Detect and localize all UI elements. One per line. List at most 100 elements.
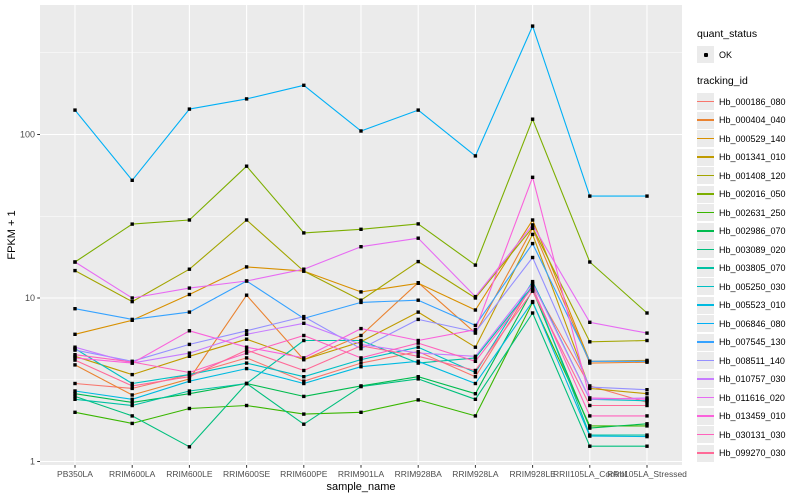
- data-point: [302, 412, 306, 416]
- data-point: [73, 260, 77, 264]
- data-point: [302, 338, 306, 343]
- data-point: [473, 354, 478, 358]
- data-point: [73, 268, 77, 273]
- data-point: [530, 279, 535, 284]
- line-key-icon: [697, 93, 714, 110]
- legend-label: Hb_000186_080: [719, 96, 786, 107]
- data-point: [645, 359, 649, 363]
- data-point: [130, 403, 134, 408]
- data-point: [359, 298, 363, 302]
- data-point: [187, 329, 192, 333]
- data-point: [588, 403, 592, 408]
- data-point: [359, 227, 363, 231]
- legend-item-Hb_000404_040: Hb_000404_040: [697, 111, 797, 129]
- data-point: [73, 358, 77, 362]
- data-point: [416, 317, 420, 322]
- data-point: [588, 426, 592, 430]
- data-point: [588, 320, 592, 324]
- data-point: [359, 300, 363, 305]
- legend-item-Hb_002631_250: Hb_002631_250: [697, 204, 797, 221]
- x-axis-title: sample_name: [326, 481, 395, 493]
- data-point: [530, 225, 535, 230]
- data-point: [359, 338, 363, 343]
- data-point: [473, 368, 478, 373]
- legend-item-ok: OK: [697, 46, 797, 63]
- data-point: [187, 267, 192, 271]
- legend-label: Hb_002986_070: [719, 226, 786, 236]
- data-point: [302, 356, 306, 360]
- y-tick-label: 1: [30, 457, 35, 467]
- data-point: [130, 222, 134, 226]
- legend-item-Hb_005250_030: Hb_005250_030: [697, 278, 797, 295]
- data-point: [244, 337, 249, 341]
- data-point: [645, 422, 649, 426]
- legend-label: Hb_002631_250: [719, 207, 786, 218]
- data-point: [244, 164, 249, 168]
- data-point: [130, 360, 134, 364]
- data-point: [588, 414, 592, 418]
- data-point: [359, 365, 363, 369]
- legend: quant_status OK tracking_id Hb_000186_08…: [697, 28, 797, 463]
- data-point: [302, 314, 306, 319]
- legend-item-Hb_007545_130: Hb_007545_130: [697, 333, 797, 351]
- data-point: [530, 117, 535, 121]
- legend-item-Hb_008511_140: Hb_008511_140: [697, 352, 797, 369]
- data-point: [73, 397, 77, 401]
- legend-item-Hb_011616_020: Hb_011616_020: [697, 389, 797, 406]
- x-tick-label: RRIM928LA: [452, 469, 499, 479]
- legend-item-Hb_000186_080: Hb_000186_080: [697, 93, 797, 110]
- data-point: [645, 434, 649, 439]
- data-point: [244, 97, 249, 101]
- data-point: [416, 398, 420, 402]
- data-point: [473, 414, 478, 418]
- data-point: [530, 299, 535, 304]
- data-point: [302, 379, 306, 383]
- data-point: [244, 403, 249, 408]
- data-point: [416, 338, 420, 343]
- x-tick-label: RRIM600PE: [280, 469, 328, 479]
- data-point: [302, 316, 306, 321]
- data-point: [244, 381, 249, 386]
- data-point: [588, 444, 592, 448]
- line-key-icon: [697, 333, 714, 351]
- data-point: [244, 218, 249, 222]
- data-point: [302, 333, 306, 338]
- data-point: [130, 414, 134, 418]
- line-key-icon: [697, 370, 714, 388]
- data-point: [73, 394, 77, 399]
- legend-label: Hb_011616_020: [719, 392, 785, 403]
- data-point: [473, 308, 478, 312]
- data-point: [359, 356, 363, 360]
- x-tick-label: RRIM928LE: [509, 469, 556, 479]
- data-point: [530, 24, 535, 28]
- data-point: [359, 245, 363, 249]
- legend-label: Hb_005250_030: [719, 281, 786, 292]
- data-point: [130, 317, 134, 322]
- line-key-icon: [697, 278, 714, 295]
- data-point: [473, 263, 478, 267]
- data-point: [645, 388, 649, 392]
- legend-label-ok: OK: [719, 49, 733, 60]
- line-key-icon: [697, 407, 714, 425]
- x-tick-label: RRII105LA_Stressed: [607, 469, 687, 479]
- data-point: [244, 356, 249, 360]
- data-point: [73, 307, 77, 311]
- data-point: [588, 396, 592, 400]
- data-point: [416, 361, 420, 365]
- data-point: [187, 406, 192, 411]
- data-point: [130, 381, 134, 386]
- x-tick-label: RRIM600LA: [109, 469, 156, 479]
- data-point: [302, 394, 306, 399]
- data-point: [645, 331, 649, 335]
- line-key-icon: [697, 204, 714, 221]
- data-point: [130, 386, 134, 391]
- data-point: [588, 424, 592, 428]
- data-point: [73, 332, 77, 336]
- legend-title-tracking-id: tracking_id: [697, 75, 748, 87]
- y-tick-label: 100: [20, 130, 35, 140]
- data-point: [473, 328, 478, 332]
- data-point: [416, 377, 420, 381]
- data-point: [187, 310, 192, 314]
